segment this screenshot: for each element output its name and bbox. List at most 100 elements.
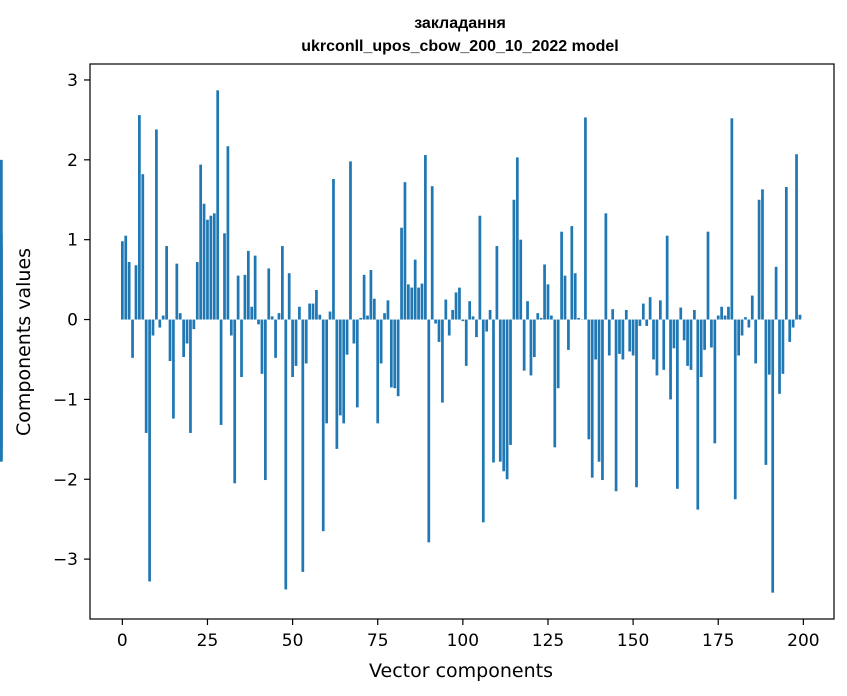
bar (369, 270, 373, 320)
bar (332, 178, 335, 320)
bar (270, 316, 274, 320)
x-tick-label: 100 (447, 631, 479, 651)
bar (791, 319, 795, 328)
bar (349, 161, 352, 320)
bar (131, 319, 134, 358)
y-tick-label: 0 (67, 311, 78, 331)
bar (509, 319, 512, 445)
bar (505, 319, 509, 480)
bar (321, 319, 325, 532)
bar (577, 317, 580, 320)
bar (522, 319, 526, 371)
bar (795, 154, 798, 320)
y-tick-label: 1 (67, 231, 78, 251)
bar (257, 319, 260, 325)
bar (199, 164, 203, 320)
bar (400, 227, 403, 320)
bar (216, 90, 220, 320)
bar (587, 319, 591, 440)
x-tick-label: 75 (367, 631, 389, 651)
bar (383, 313, 386, 320)
bar (740, 319, 744, 336)
bar (563, 275, 567, 320)
bar (427, 319, 431, 543)
y-tick-label: −1 (53, 390, 78, 410)
bar (788, 319, 792, 342)
bar (512, 199, 516, 320)
bar (451, 309, 454, 320)
x-tick-label: 200 (787, 631, 819, 651)
bar (236, 275, 240, 320)
bar (120, 241, 124, 320)
bar (294, 319, 298, 366)
bar (699, 319, 703, 378)
bar (144, 319, 148, 433)
bar (502, 319, 506, 472)
bar (641, 303, 645, 320)
bar (546, 284, 550, 320)
bar (553, 319, 557, 448)
bar (393, 319, 397, 389)
bar (798, 314, 802, 320)
bar (573, 273, 577, 320)
bar (761, 189, 764, 320)
bar (645, 319, 649, 326)
bar (733, 319, 737, 500)
bar (403, 182, 407, 320)
y-tick-label: −2 (53, 470, 78, 490)
y-tick-label: −3 (53, 550, 78, 570)
bar (284, 319, 288, 590)
bar (161, 315, 165, 320)
bar (420, 283, 424, 320)
bar (206, 219, 209, 320)
x-tick-label: 125 (532, 631, 564, 651)
bar (366, 315, 369, 320)
bar (185, 319, 189, 344)
bar (148, 319, 151, 582)
y-axis-label: Components values (13, 248, 35, 436)
bar (614, 319, 618, 492)
bar (594, 319, 598, 360)
bar (655, 319, 659, 376)
bar (532, 319, 536, 358)
bar (771, 319, 775, 593)
bar (141, 174, 145, 320)
bar (308, 303, 311, 320)
bar (315, 289, 318, 320)
bar (556, 319, 560, 389)
bar (781, 319, 785, 374)
bar (488, 309, 492, 320)
bar (124, 235, 128, 320)
bar (264, 319, 267, 481)
bar (240, 319, 243, 378)
bar (434, 319, 437, 324)
bar (604, 213, 608, 320)
bar (287, 273, 291, 320)
bar (202, 203, 206, 320)
bar (311, 303, 315, 320)
bar (304, 319, 308, 364)
bar (389, 319, 393, 388)
bar (597, 319, 601, 462)
bar (281, 246, 284, 320)
bar (195, 262, 199, 320)
bar (567, 319, 570, 350)
bar (703, 319, 706, 350)
bar (461, 319, 465, 322)
x-tick-label: 25 (197, 631, 219, 651)
bar (744, 317, 747, 320)
bar (665, 235, 669, 320)
bar (757, 199, 761, 320)
bar (475, 319, 478, 338)
bar (689, 319, 693, 370)
bar (682, 319, 686, 341)
bar (355, 319, 359, 408)
bar (658, 300, 662, 320)
bar (253, 255, 257, 320)
bar (372, 298, 376, 320)
bar (621, 319, 625, 360)
bar (631, 319, 635, 356)
bar (417, 287, 420, 320)
bar-series (0, 90, 802, 593)
bar (635, 319, 638, 488)
